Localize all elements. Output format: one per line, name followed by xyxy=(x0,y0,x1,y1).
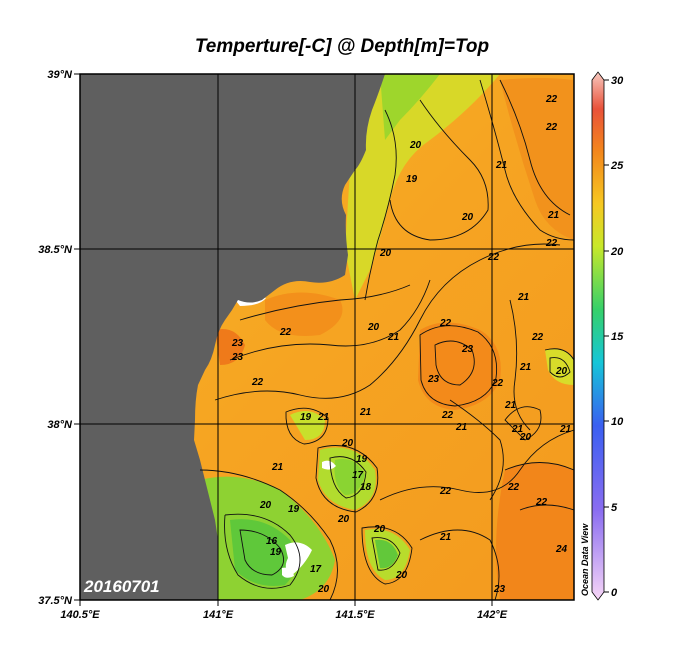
colorbar-ramp xyxy=(591,71,605,601)
date-label: 20160701 xyxy=(83,577,160,596)
contour-label: 22 xyxy=(531,332,544,343)
contour-label: 21 xyxy=(511,424,524,435)
contour-label: 23 xyxy=(427,374,440,385)
watermark-text: Ocean Data View xyxy=(580,523,590,596)
contour-label: 22 xyxy=(491,378,504,389)
contour-label: 22 xyxy=(251,377,264,388)
contour-label: 23 xyxy=(231,352,244,363)
contour-label: 17 xyxy=(310,564,322,575)
contour-label: 21 xyxy=(547,210,560,221)
warm-patch-2 xyxy=(496,462,574,600)
contour-label: 21 xyxy=(495,160,508,171)
contour-label: 20 xyxy=(519,432,532,443)
contour-label: 20 xyxy=(341,438,354,449)
contour-label: 19 xyxy=(270,547,282,558)
contour-label: 22 xyxy=(545,94,558,105)
contour-label: 21 xyxy=(439,532,452,543)
contour-label: 20 xyxy=(395,570,408,581)
contour-label: 20 xyxy=(367,322,380,333)
axis-ticks xyxy=(74,73,493,606)
contour-label: 22 xyxy=(507,482,520,493)
lat-tick-label: 37.5°N xyxy=(38,595,73,607)
cool-band-north-inner xyxy=(380,74,440,140)
map-title: Temperture[-C] @ Depth[m]=Top xyxy=(194,36,490,57)
contour-label: 21 xyxy=(517,292,530,303)
contour-label: 20 xyxy=(461,212,474,223)
missing-data-1 xyxy=(285,542,312,575)
cool-band-north xyxy=(345,74,500,300)
contour-label: 22 xyxy=(545,122,558,133)
contour-label: 20 xyxy=(555,366,568,377)
colorbar-tick-label: 0 xyxy=(611,587,618,599)
lon-tick-label: 141°E xyxy=(203,609,234,621)
contour-label: 22 xyxy=(545,238,558,249)
contour-label: 22 xyxy=(487,252,500,263)
contour-label: 21 xyxy=(455,422,468,433)
contour-label: 20 xyxy=(379,248,392,259)
warm-patch-3 xyxy=(500,78,574,240)
colorbar-tick-label: 20 xyxy=(610,246,624,258)
contour-labels: 23 22 23 22 21 21 20 19 20 19 19 17 18 2… xyxy=(231,94,572,595)
contour-label: 21 xyxy=(519,362,532,373)
contour-label: 21 xyxy=(317,412,330,423)
lon-tick-label: 142°E xyxy=(477,609,508,621)
contour-label: 21 xyxy=(387,332,400,343)
contour-label: 19 xyxy=(356,454,368,465)
colorbar-tick-label: 5 xyxy=(611,502,618,514)
contour-label: 22 xyxy=(439,318,452,329)
contour-label: 19 xyxy=(406,174,418,185)
colorbar-tick-label: 30 xyxy=(611,75,624,87)
lon-tick-label: 140.5°E xyxy=(60,609,100,621)
contour-label: 23 xyxy=(493,584,506,595)
missing-data-2 xyxy=(282,567,294,578)
graticule xyxy=(80,74,574,600)
contour-label: 21 xyxy=(359,407,372,418)
contour-label: 22 xyxy=(279,327,292,338)
contour-lines xyxy=(199,79,574,600)
map-area: 23 22 23 22 21 21 20 19 20 19 19 17 18 2… xyxy=(80,74,574,600)
contour-label: 23 xyxy=(461,344,474,355)
warm-patch-5 xyxy=(215,329,245,365)
colorbar: 30 25 20 15 10 5 0 xyxy=(591,71,624,601)
cool-patch-center-core xyxy=(334,459,365,495)
contour-label: 20 xyxy=(337,514,350,525)
colorbar-tick-label: 10 xyxy=(611,416,624,428)
contour-label: 20 xyxy=(317,584,330,595)
contour-label: 21 xyxy=(559,424,572,435)
contour-label: 22 xyxy=(439,486,452,497)
warm-patch-4 xyxy=(265,292,343,336)
contour-label: 21 xyxy=(504,400,517,411)
contour-label: 20 xyxy=(259,500,272,511)
warm-patch-1 xyxy=(418,322,501,410)
contour-label: 20 xyxy=(409,140,422,151)
lon-tick-label: 141.5°E xyxy=(335,609,375,621)
map-frame xyxy=(79,73,575,601)
colorbar-tick-label: 15 xyxy=(611,331,624,343)
contour-label: 24 xyxy=(555,544,568,555)
lat-tick-label: 38.5°N xyxy=(38,244,73,256)
cool-patch-small xyxy=(290,411,325,440)
contour-label: 19 xyxy=(288,504,300,515)
colorbar-tick-label: 25 xyxy=(610,160,624,172)
contour-label: 20 xyxy=(373,524,386,535)
missing-data-3 xyxy=(322,460,336,470)
contour-label: 21 xyxy=(271,462,284,473)
lat-tick-label: 38°N xyxy=(47,419,73,431)
contour-label: 16 xyxy=(266,536,278,547)
contour-label: 17 xyxy=(352,470,364,481)
land-mass xyxy=(80,74,385,600)
contour-label: 19 xyxy=(300,412,312,423)
contour-label: 18 xyxy=(360,482,372,493)
contour-label: 22 xyxy=(441,410,454,421)
cool-patch-south-core xyxy=(375,539,398,569)
contour-label: 23 xyxy=(231,338,244,349)
contour-label: 22 xyxy=(535,497,548,508)
lat-tick-label: 39°N xyxy=(47,69,73,81)
